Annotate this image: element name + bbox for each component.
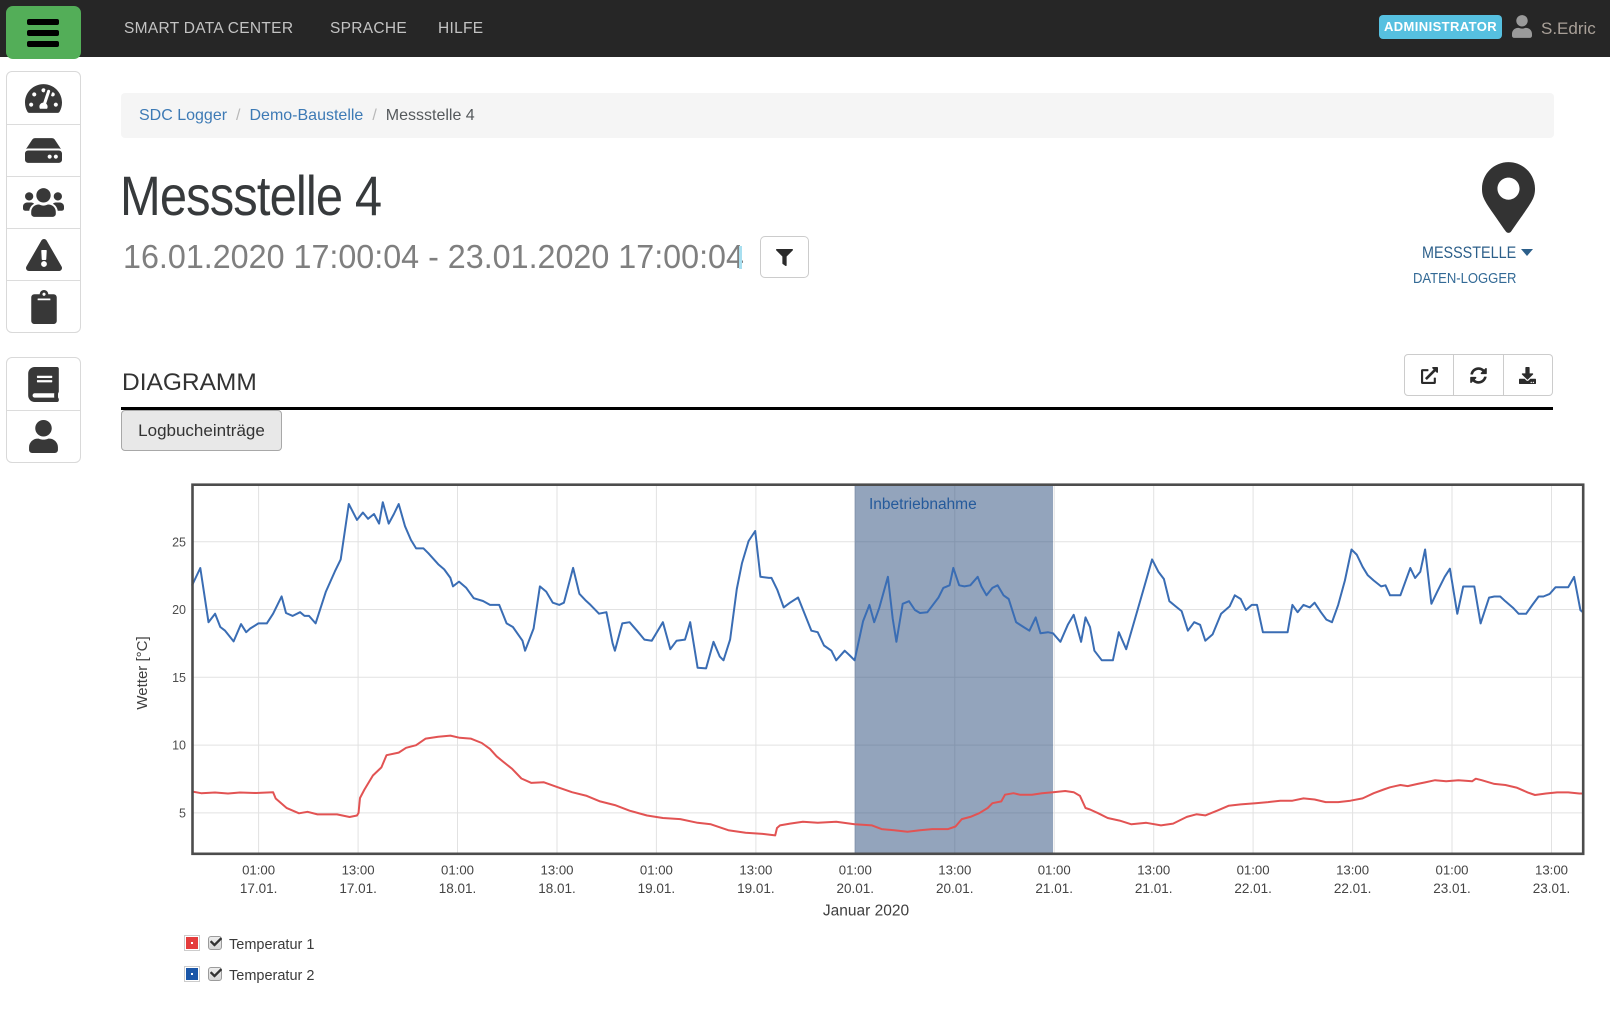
svg-text:13:00: 13:00 — [540, 863, 573, 878]
svg-text:17.01.: 17.01. — [339, 881, 377, 896]
svg-text:01:00: 01:00 — [1237, 863, 1270, 878]
svg-text:01:00: 01:00 — [839, 863, 872, 878]
svg-text:01:00: 01:00 — [242, 863, 275, 878]
svg-text:23.01.: 23.01. — [1533, 881, 1571, 896]
svg-text:13:00: 13:00 — [342, 863, 375, 878]
svg-text:13:00: 13:00 — [1535, 863, 1568, 878]
svg-text:22.01.: 22.01. — [1334, 881, 1372, 896]
svg-text:10: 10 — [172, 739, 186, 753]
svg-text:13:00: 13:00 — [1336, 863, 1369, 878]
svg-text:5: 5 — [179, 807, 186, 821]
svg-text:20.01.: 20.01. — [837, 881, 875, 896]
svg-text:Januar 2020: Januar 2020 — [823, 903, 910, 920]
svg-text:21.01.: 21.01. — [1035, 881, 1073, 896]
svg-text:25: 25 — [172, 535, 186, 549]
svg-text:01:00: 01:00 — [1435, 863, 1468, 878]
svg-text:20.01.: 20.01. — [936, 881, 974, 896]
svg-text:Inbetriebnahme: Inbetriebnahme — [869, 496, 977, 513]
svg-text:13:00: 13:00 — [1137, 863, 1170, 878]
svg-text:19.01.: 19.01. — [638, 881, 676, 896]
svg-text:Wetter [°C]: Wetter [°C] — [134, 636, 151, 709]
svg-text:21.01.: 21.01. — [1135, 881, 1173, 896]
svg-text:13:00: 13:00 — [739, 863, 772, 878]
svg-text:19.01.: 19.01. — [737, 881, 775, 896]
svg-text:17.01.: 17.01. — [240, 881, 278, 896]
svg-text:22.01.: 22.01. — [1234, 881, 1272, 896]
svg-text:23.01.: 23.01. — [1433, 881, 1471, 896]
svg-text:20: 20 — [172, 603, 186, 617]
svg-text:01:00: 01:00 — [1038, 863, 1071, 878]
svg-text:13:00: 13:00 — [938, 863, 971, 878]
svg-text:01:00: 01:00 — [640, 863, 673, 878]
svg-text:18.01.: 18.01. — [439, 881, 477, 896]
svg-text:15: 15 — [172, 671, 186, 685]
svg-text:01:00: 01:00 — [441, 863, 474, 878]
svg-text:18.01.: 18.01. — [538, 881, 576, 896]
